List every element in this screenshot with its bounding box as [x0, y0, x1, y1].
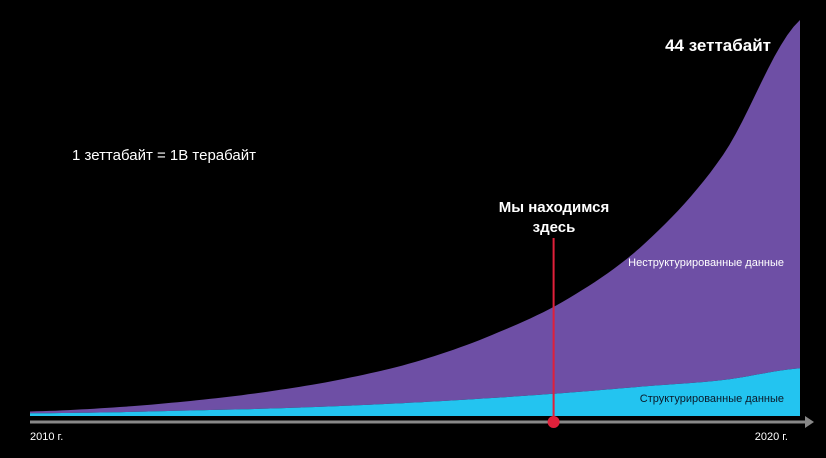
current-position-dot — [547, 416, 560, 428]
x-axis-start-label: 2010 г. — [30, 431, 63, 443]
marker-label-line2: здесь — [533, 219, 576, 236]
total-volume-label: 44 зеттабайт — [665, 36, 771, 55]
unstructured-series-label: Неструктурированные данные — [628, 257, 784, 269]
unstructured-data-area — [30, 20, 800, 414]
x-axis-arrowhead — [805, 416, 814, 428]
unit-note: 1 зеттабайт = 1В терабайт — [72, 147, 256, 164]
marker-label-line1: Мы находимся — [499, 199, 610, 216]
structured-data-area — [30, 368, 800, 416]
structured-series-label: Структурированные данные — [640, 393, 784, 405]
x-axis-end-label: 2020 г. — [755, 431, 788, 443]
